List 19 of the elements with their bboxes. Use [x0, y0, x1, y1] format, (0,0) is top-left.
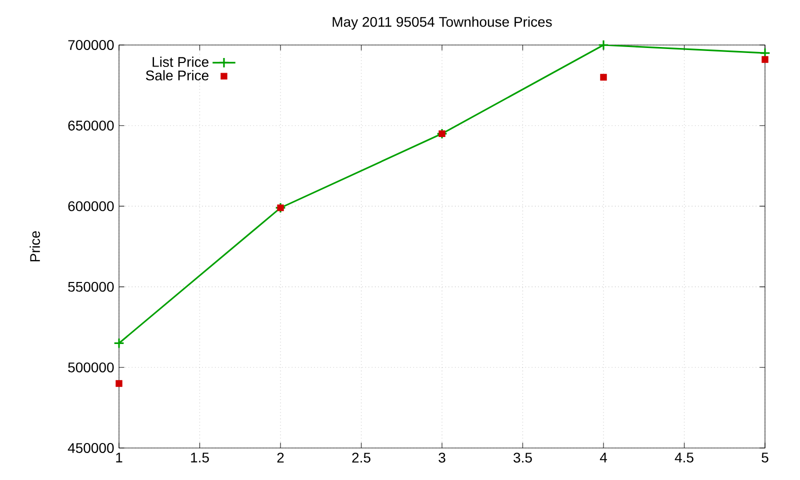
y-tick-label: 600000 [68, 201, 114, 212]
x-tick-label: 1.5 [191, 452, 209, 462]
y-tick-label: 650000 [68, 120, 114, 131]
legend-label: List Price [152, 56, 208, 67]
x-tick-label: 3.5 [514, 452, 532, 463]
x-tick-label: 2.5 [352, 452, 370, 463]
x-tick-label: 1 [116, 452, 122, 462]
x-tick-label: 3 [438, 452, 446, 463]
x-tick-label: 4 [600, 452, 607, 462]
x-tick-label: 4.5 [674, 452, 694, 462]
y-tick-label: 450000 [68, 443, 114, 453]
legend-label: Sale Price [146, 70, 208, 80]
y-tick-label: 500000 [68, 362, 114, 372]
chart-title: May 2011 95054 Townhouse Prices [332, 16, 552, 30]
x-tick-label: 5 [762, 452, 768, 462]
x-tick-label: 2 [277, 452, 284, 462]
y-tick-label: 550000 [68, 282, 114, 292]
y-axis-title: Price [30, 231, 40, 262]
y-tick-label: 700000 [68, 40, 114, 50]
